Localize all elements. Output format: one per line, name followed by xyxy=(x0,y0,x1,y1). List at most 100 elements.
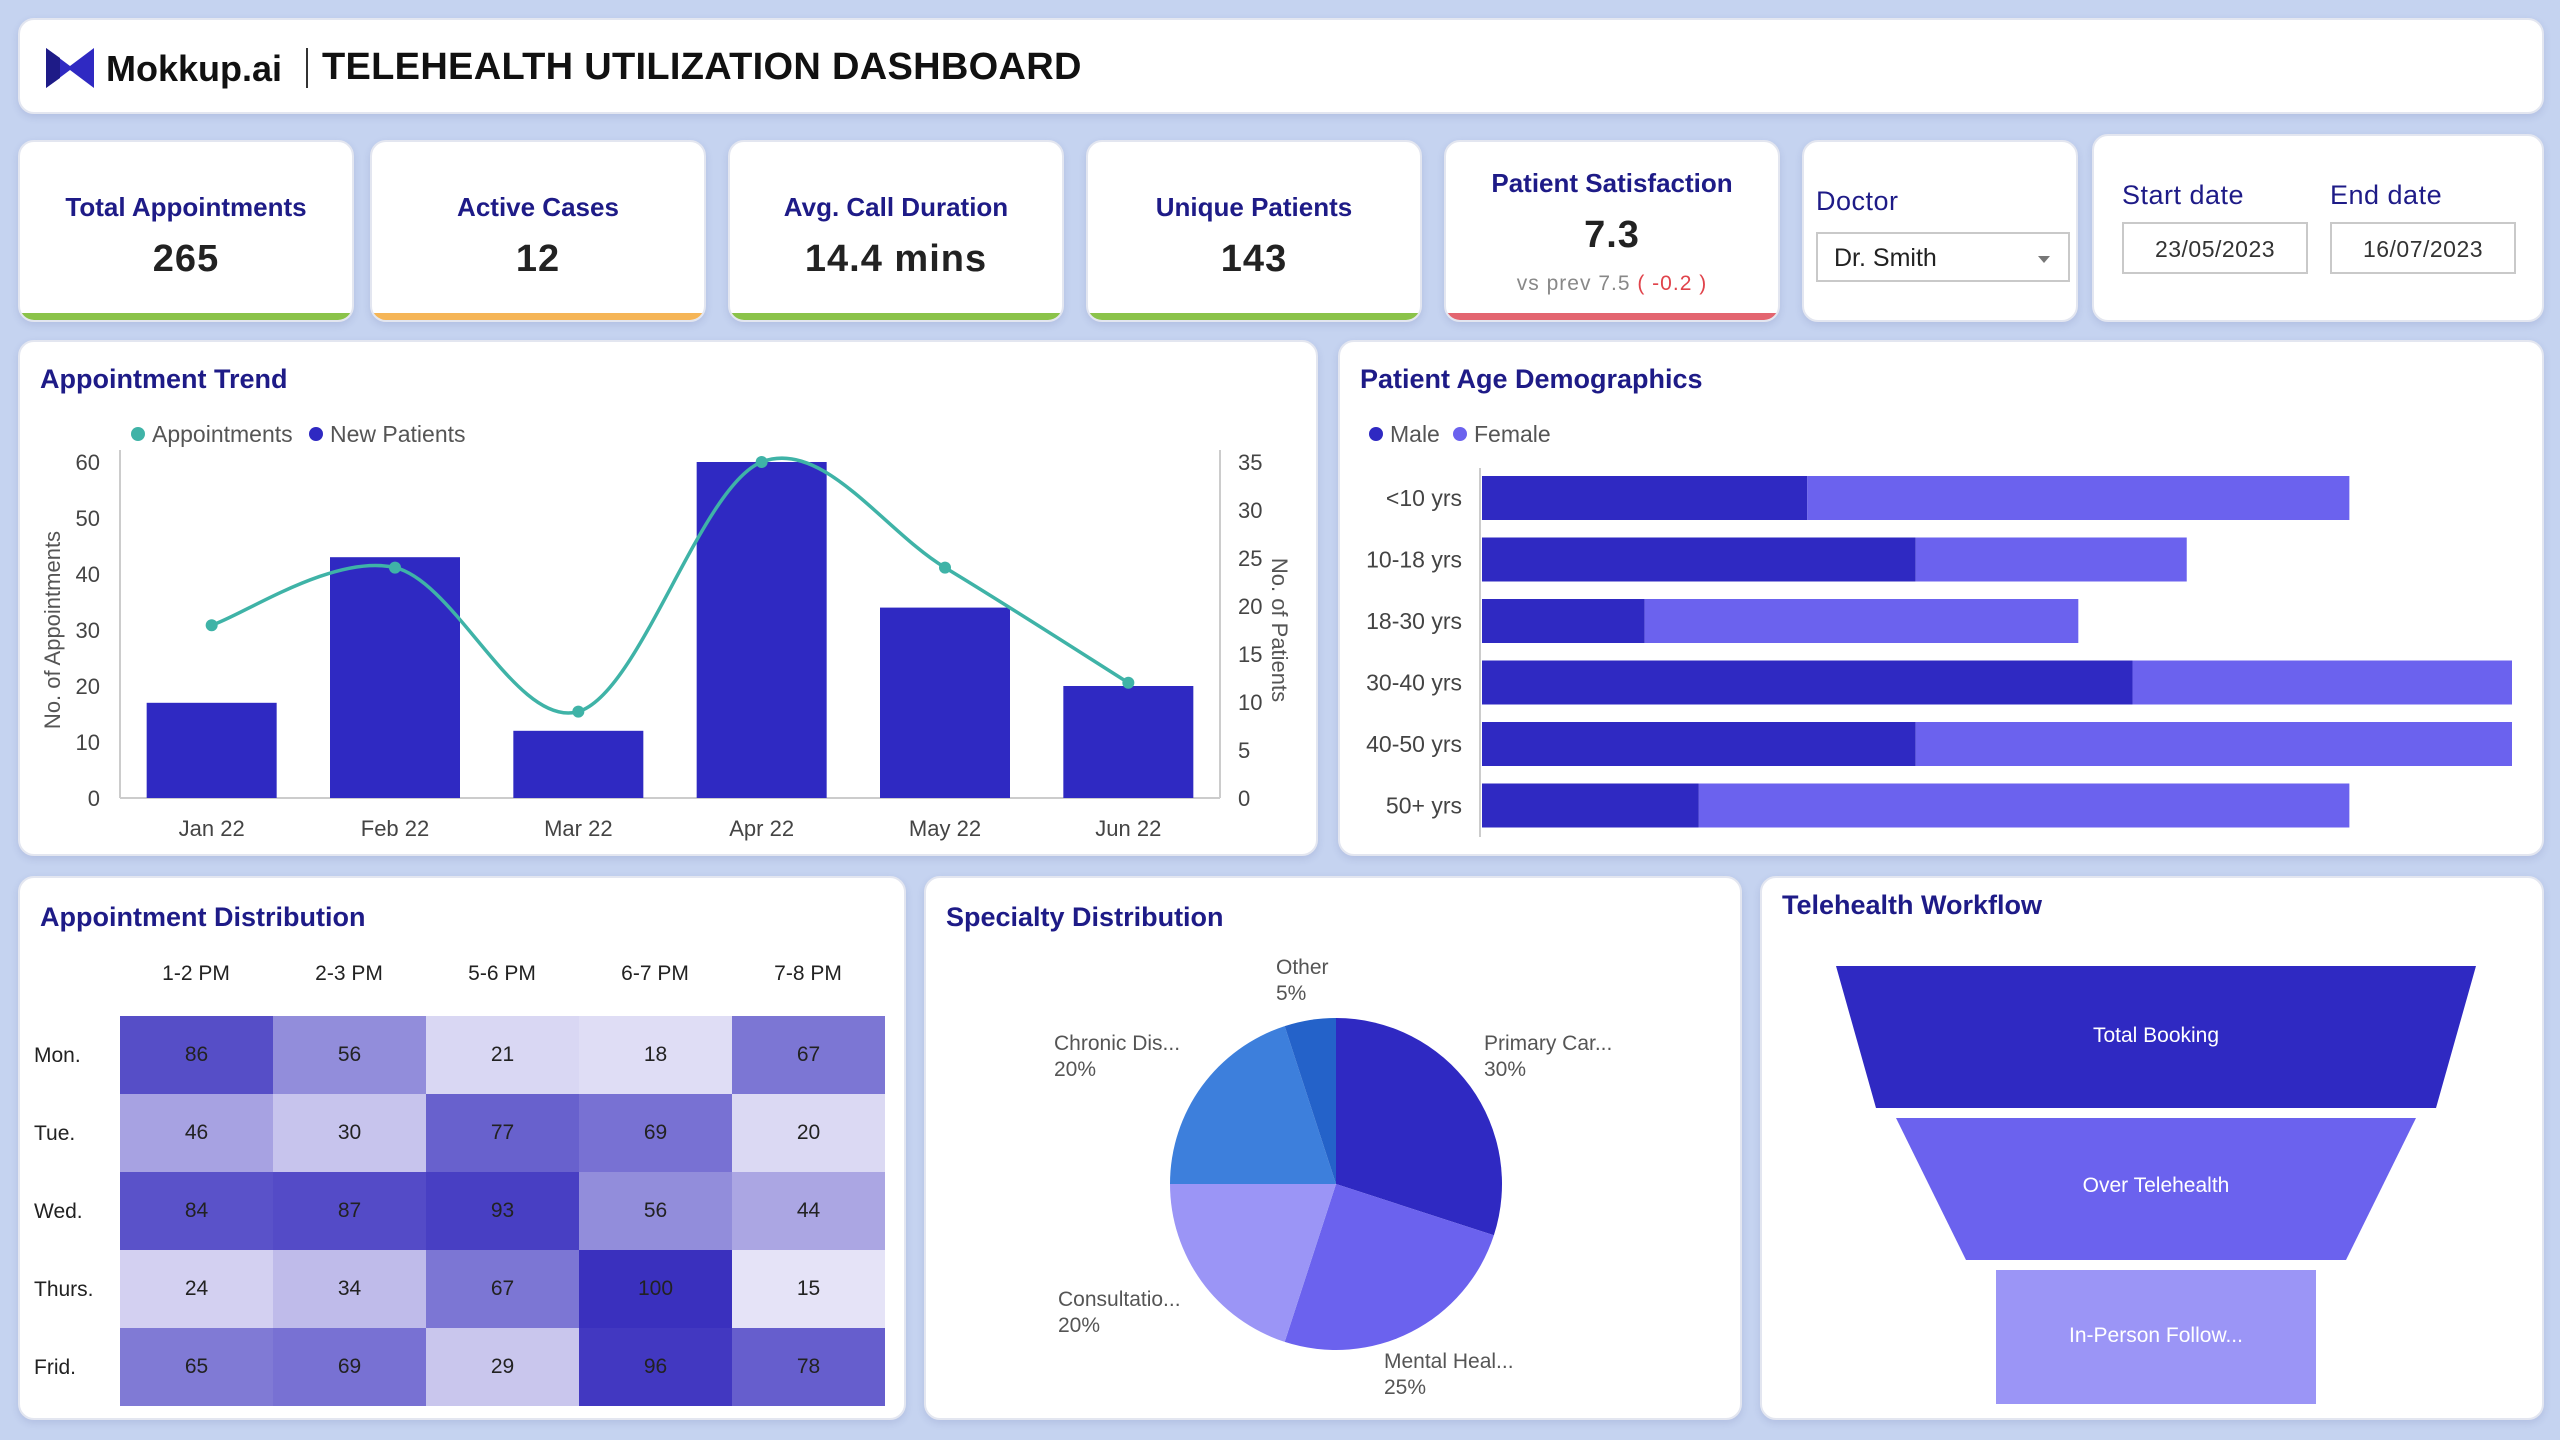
telehealth-workflow-title: Telehealth Workflow xyxy=(1782,890,2043,920)
specialty-distribution-card: Specialty Distribution Primary Car... 30%… xyxy=(924,876,1742,1420)
x-tick-label: Jan 22 xyxy=(179,816,245,841)
appointment-distribution-card: Appointment Distribution 1-2 PM 2-3 PM 5-6… xyxy=(18,876,906,1420)
appointments-point xyxy=(939,561,951,574)
y-tick-label: 20 xyxy=(76,674,100,699)
heatmap-cell: 56 xyxy=(579,1172,732,1250)
appointment-trend-chart: Appointments New Patients 0 10 20 30 40 50 60 0 5 1… xyxy=(40,421,1292,841)
legend-label-male: Male xyxy=(1390,421,1440,447)
appointments-line xyxy=(211,456,1130,715)
kpi-prev-value: vs prev 7.5 xyxy=(1516,272,1631,295)
age-group-label: 50+ yrs xyxy=(1386,793,1462,819)
specialty-pie-chart: Primary Car... 30% Mental Heal... 25% Consul… xyxy=(1054,956,1612,1399)
doctor-label: Doctor xyxy=(1816,186,1899,216)
heatmap-cell: 30 xyxy=(273,1094,426,1172)
pie-slice-label: Other xyxy=(1276,956,1329,979)
trend-bar xyxy=(880,607,1010,798)
kpi-accent-bar xyxy=(20,313,352,320)
pie-slice-label: Mental Heal... xyxy=(1384,1350,1514,1373)
legend-swatch-male xyxy=(1369,427,1383,441)
funnel-stage-label: Total Booking xyxy=(2093,1024,2219,1047)
y2-tick-label: 35 xyxy=(1238,450,1262,475)
y2-tick-label: 5 xyxy=(1238,738,1250,763)
age-group-label: <10 yrs xyxy=(1386,485,1462,511)
logo-text: Mokkup.ai xyxy=(106,48,283,89)
doctor-select-value: Dr. Smith xyxy=(1834,244,1937,272)
kpi-accent-bar xyxy=(1446,313,1778,320)
y2-tick-label: 15 xyxy=(1238,642,1262,667)
kpi-value: 14.4 mins xyxy=(804,238,988,280)
age-group-label: 10-18 yrs xyxy=(1366,547,1462,573)
pie-slice xyxy=(1284,1018,1336,1184)
heatmap-cell: 56 xyxy=(273,1016,426,1094)
kpi-value: 265 xyxy=(152,238,220,280)
heatmap-cell: 96 xyxy=(579,1328,732,1406)
kpi-total-appointments: Total Appointments 265 xyxy=(18,140,354,322)
trend-bar xyxy=(330,557,460,798)
male-bar xyxy=(1482,599,1645,643)
kpi-unique-patients: Unique Patients 143 xyxy=(1086,140,1422,322)
kpi-label: Active Cases xyxy=(457,192,619,222)
legend-swatch-appointments xyxy=(131,427,145,441)
funnel-stage xyxy=(1996,1270,2316,1404)
pie-slice-label: Consultatio... xyxy=(1058,1288,1181,1311)
x-tick-label: Apr 22 xyxy=(729,816,794,841)
heatmap-row-header: Thurs. xyxy=(34,1278,94,1301)
x-tick-label: May 22 xyxy=(909,816,981,841)
dashboard-header: Mokkup.ai TELEHEALTH UTILIZATION DASHBOA… xyxy=(18,18,2544,114)
heatmap-cell: 86 xyxy=(120,1016,273,1094)
kpi-label: Avg. Call Duration xyxy=(783,192,1009,222)
legend-label-new-patients: New Patients xyxy=(330,421,466,447)
page-title: TELEHEALTH UTILIZATION DASHBOARD xyxy=(322,46,1082,88)
start-date-input[interactable]: 23/05/2023 xyxy=(2122,222,2308,274)
pie-slice-label: Primary Car... xyxy=(1484,1032,1612,1055)
heatmap-cell: 67 xyxy=(732,1016,885,1094)
y2-tick-label: 30 xyxy=(1238,498,1262,523)
female-bar xyxy=(1644,599,2079,643)
legend-label-appointments: Appointments xyxy=(152,421,293,447)
female-bar xyxy=(1915,537,2187,582)
x-tick-label: Feb 22 xyxy=(361,816,430,841)
kpi-comparison: vs prev 7.5 ( -0.2 ) xyxy=(1446,272,1778,296)
funnel-stage xyxy=(1896,1118,2416,1260)
date-range-card: Start date End date 23/05/2023 16/07/202… xyxy=(2092,134,2544,322)
kpi-accent-bar xyxy=(372,313,704,320)
funnel-stage-label: In-Person Follow... xyxy=(2069,1324,2243,1347)
appointment-distribution-title: Appointment Distribution xyxy=(40,902,366,932)
y-tick-label: 50 xyxy=(76,506,100,531)
male-bar xyxy=(1482,783,1699,828)
y-tick-label: 40 xyxy=(76,562,100,587)
male-bar xyxy=(1482,660,2133,705)
pie-slice-percent: 25% xyxy=(1384,1376,1426,1399)
pie-slice xyxy=(1336,1018,1502,1236)
doctor-select[interactable]: Dr. Smith xyxy=(1816,232,2070,282)
kpi-accent-bar xyxy=(1088,313,1420,320)
female-bar xyxy=(1698,783,2350,828)
pie-slice xyxy=(1284,1184,1494,1350)
heatmap-cell: 34 xyxy=(273,1250,426,1328)
end-date-label: End date xyxy=(2330,180,2443,210)
male-bar xyxy=(1482,476,1808,520)
kpi-value: 143 xyxy=(1220,238,1288,280)
female-bar xyxy=(2132,660,2512,705)
female-bar xyxy=(1807,476,2350,520)
y2-tick-label: 10 xyxy=(1238,690,1262,715)
age-group-label: 30-40 yrs xyxy=(1366,670,1462,696)
kpi-patient-satisfaction: Patient Satisfaction 7.3 vs prev 7.5 ( -… xyxy=(1444,140,1780,322)
kpi-label: Total Appointments xyxy=(65,192,307,222)
end-date-input[interactable]: 16/07/2023 xyxy=(2330,222,2516,274)
kpi-label: Patient Satisfaction xyxy=(1491,168,1733,198)
heatmap-cell: 93 xyxy=(426,1172,579,1250)
appointments-point xyxy=(755,456,768,468)
kpi-avg-call-duration: Avg. Call Duration 14.4 mins xyxy=(728,140,1064,322)
heatmap-cell: 78 xyxy=(732,1328,885,1406)
trend-bar xyxy=(1063,686,1194,798)
y-tick-label: 60 xyxy=(76,450,100,475)
heatmap-cell: 46 xyxy=(120,1094,273,1172)
trend-bar xyxy=(513,730,644,798)
heatmap-row-header: Mon. xyxy=(34,1044,81,1067)
trend-bar xyxy=(696,462,827,798)
kpi-delta: ( -0.2 ) xyxy=(1637,272,1708,295)
heatmap-row-header: Tue. xyxy=(34,1122,76,1145)
funnel-stage xyxy=(1836,966,2476,1108)
pie-slice-percent: 5% xyxy=(1276,982,1306,1005)
